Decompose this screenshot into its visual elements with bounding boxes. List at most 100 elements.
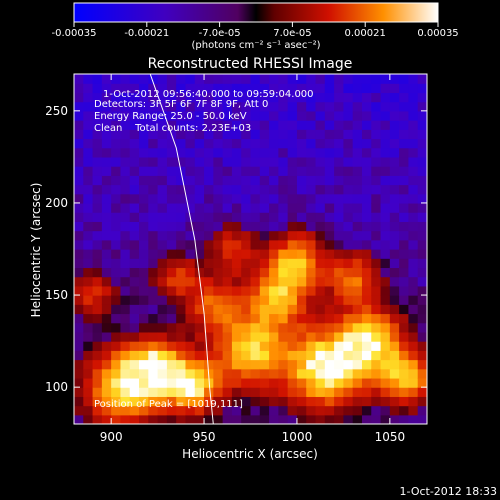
- heatmap-cell: [231, 175, 242, 186]
- heatmap-cell: [389, 92, 400, 103]
- heatmap-cell: [417, 368, 427, 379]
- heatmap-cell: [371, 230, 382, 241]
- heatmap-cell: [296, 341, 307, 351]
- heatmap-cell: [92, 212, 103, 222]
- heatmap-cell: [334, 295, 344, 305]
- heatmap-cell: [334, 74, 344, 84]
- heatmap-cell: [361, 156, 372, 167]
- heatmap-cell: [250, 258, 261, 269]
- heatmap-cell: [250, 331, 261, 342]
- heatmap-cell: [101, 322, 112, 333]
- heatmap-cell: [241, 276, 252, 287]
- heatmap-cell: [324, 295, 335, 305]
- heatmap-cell: [269, 101, 279, 112]
- heatmap-cell: [148, 267, 159, 278]
- heatmap-cell: [306, 110, 317, 121]
- heatmap-cell: [315, 212, 326, 222]
- heatmap-cell: [185, 230, 196, 241]
- heatmap-cell: [222, 221, 233, 232]
- heatmap-cell: [389, 138, 400, 149]
- heatmap-cell: [148, 405, 159, 416]
- heatmap-cell: [139, 101, 149, 112]
- heatmap-cell: [250, 193, 261, 204]
- heatmap-cell: [111, 166, 122, 176]
- heatmap-cell: [139, 239, 149, 250]
- heatmap-cell: [306, 341, 317, 351]
- heatmap-cell: [185, 156, 196, 167]
- heatmap-cell: [120, 322, 131, 333]
- heatmap-cell: [259, 405, 270, 416]
- heatmap-cell: [343, 175, 354, 186]
- heatmap-cell: [343, 341, 354, 351]
- heatmap-cell: [380, 396, 391, 407]
- heatmap-cell: [204, 129, 214, 140]
- heatmap-cell: [315, 396, 326, 407]
- heatmap-cell: [129, 156, 140, 167]
- heatmap-cell: [408, 396, 419, 407]
- heatmap-cell: [306, 377, 317, 388]
- heatmap-cell: [417, 92, 427, 103]
- heatmap-cell: [269, 405, 279, 416]
- heatmap-cell: [204, 267, 214, 278]
- heatmap-cell: [371, 377, 382, 388]
- heatmap-cell: [334, 83, 344, 94]
- heatmap-cell: [213, 368, 224, 379]
- heatmap-cell: [259, 175, 270, 186]
- heatmap-cell: [129, 184, 140, 195]
- heatmap-cell: [213, 359, 224, 370]
- heatmap-cell: [259, 359, 270, 370]
- heatmap-cell: [222, 258, 233, 269]
- heatmap-cell: [417, 331, 427, 342]
- heatmap-cell: [343, 285, 354, 296]
- heatmap-cell: [92, 387, 103, 397]
- heatmap-cell: [74, 350, 84, 361]
- heatmap-cell: [83, 110, 94, 121]
- heatmap-cell: [296, 175, 307, 186]
- heatmap-cell: [83, 156, 94, 167]
- heatmap-cell: [380, 258, 391, 269]
- heatmap-cell: [287, 249, 298, 259]
- heatmap-cell: [213, 129, 224, 140]
- heatmap-cell: [231, 221, 242, 232]
- heatmap-cell: [361, 377, 372, 388]
- heatmap-cell: [352, 212, 363, 222]
- heatmap-cell: [269, 267, 279, 278]
- heatmap-cell: [361, 212, 372, 222]
- heatmap-cell: [380, 83, 391, 94]
- heatmap-cell: [389, 230, 400, 241]
- heatmap-cell: [101, 285, 112, 296]
- heatmap-cell: [324, 138, 335, 149]
- heatmap-cell: [148, 92, 159, 103]
- heatmap-cell: [222, 331, 233, 342]
- heatmap-cell: [92, 414, 103, 424]
- heatmap-cell: [343, 138, 354, 149]
- heatmap-cell: [371, 239, 382, 250]
- heatmap-cell: [120, 331, 131, 342]
- heatmap-cell: [74, 295, 84, 305]
- heatmap-cell: [111, 83, 122, 94]
- heatmap-cell: [408, 331, 419, 342]
- heatmap-cell: [194, 396, 205, 407]
- heatmap-cell: [241, 387, 252, 397]
- heatmap-cell: [194, 368, 205, 379]
- heatmap-cell: [166, 249, 177, 259]
- heatmap-cell: [278, 396, 289, 407]
- x-tick-label: 1050: [375, 430, 406, 444]
- heatmap-cell: [83, 350, 94, 361]
- heatmap-cell: [287, 92, 298, 103]
- heatmap-cell: [129, 166, 140, 176]
- heatmap-cell: [250, 239, 261, 250]
- heatmap-cell: [157, 341, 168, 351]
- heatmap-cell: [185, 405, 196, 416]
- heatmap-cell: [287, 341, 298, 351]
- heatmap-cell: [315, 276, 326, 287]
- heatmap-cell: [259, 267, 270, 278]
- heatmap-cell: [399, 138, 410, 149]
- heatmap-cell: [324, 202, 335, 213]
- heatmap-cell: [389, 147, 400, 158]
- heatmap-cell: [361, 129, 372, 140]
- heatmap-cell: [389, 221, 400, 232]
- heatmap-cell: [139, 387, 149, 397]
- heatmap-cell: [259, 138, 270, 149]
- heatmap-cell: [334, 405, 344, 416]
